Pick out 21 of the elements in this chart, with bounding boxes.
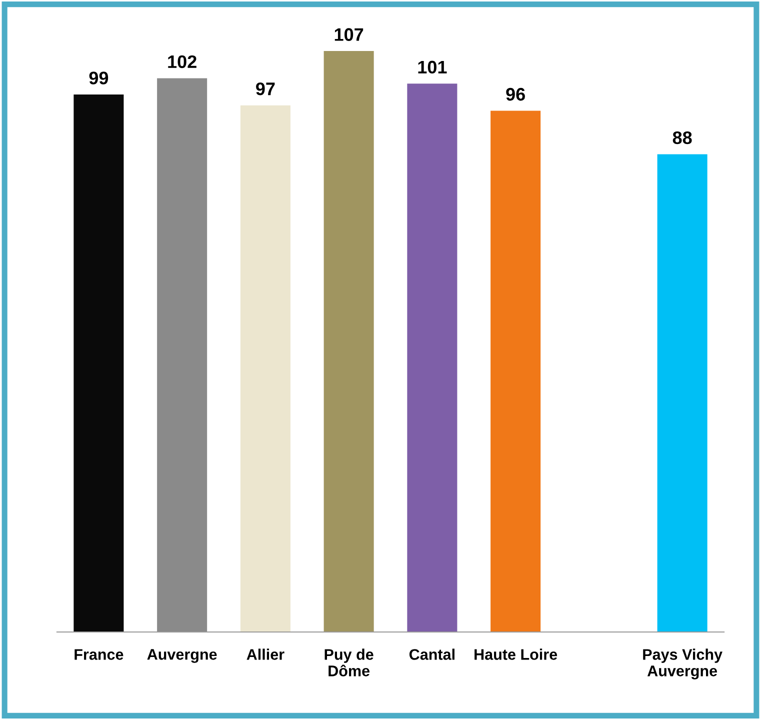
x-tick-label: Pays Vichy Auvergne (643, 648, 722, 680)
x-tick-label: Cantal (409, 648, 454, 660)
data-label: 96 (506, 88, 525, 101)
x-tick-label: Haute Loire (474, 648, 558, 660)
bar (490, 110, 541, 632)
data-label: 101 (418, 60, 447, 74)
data-label: 102 (168, 55, 196, 68)
data-label: 99 (89, 72, 108, 84)
bar (157, 78, 208, 632)
bar (240, 105, 290, 632)
x-tick-label: France (74, 649, 124, 660)
data-label: 88 (672, 131, 692, 144)
bar (657, 154, 708, 632)
bar (74, 94, 124, 632)
data-label: 97 (256, 82, 275, 96)
bar (324, 51, 374, 632)
data-label: 107 (334, 28, 364, 41)
bar (407, 84, 458, 632)
x-tick-label: Auvergne (147, 649, 217, 663)
x-tick-label: Puy de Dôme (324, 648, 374, 676)
x-tick-label: Allier (246, 648, 284, 660)
